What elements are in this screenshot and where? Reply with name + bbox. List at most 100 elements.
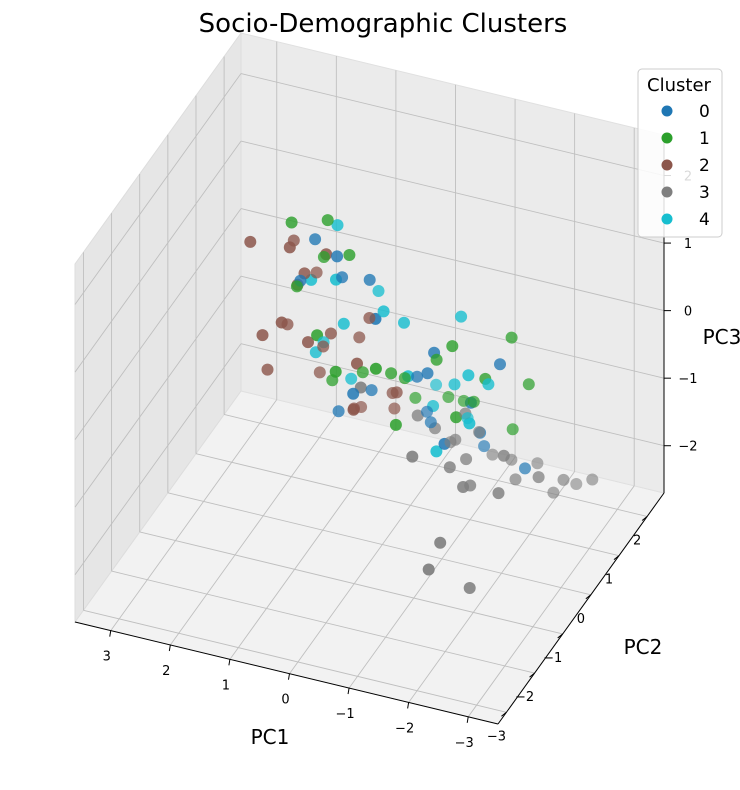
- legend-marker-0: [661, 105, 673, 117]
- y-tick-label: −1: [543, 651, 562, 666]
- legend-label-2: 2: [699, 156, 710, 176]
- x-tick-label: −2: [395, 721, 414, 736]
- point-cluster-0: [421, 405, 433, 418]
- z-tick-label: 1: [684, 237, 692, 252]
- point-cluster-4: [377, 305, 390, 318]
- legend: Cluster 0 1 2 3 4: [637, 68, 723, 238]
- legend-label-0: 0: [699, 102, 710, 122]
- point-cluster-3: [460, 453, 473, 466]
- point-cluster-4: [337, 317, 350, 330]
- grid-x-floor: [229, 428, 397, 660]
- point-cluster-0: [309, 233, 322, 246]
- point-cluster-3: [464, 479, 477, 492]
- point-cluster-1: [522, 378, 535, 391]
- side-wall-pane: [74, 31, 242, 624]
- point-cluster-1: [430, 353, 443, 366]
- point-cluster-4: [461, 412, 474, 425]
- point-cluster-2: [351, 357, 363, 370]
- point-cluster-3: [486, 448, 499, 461]
- point-cluster-1: [446, 340, 459, 353]
- point-cluster-3: [509, 473, 522, 486]
- point-cluster-1: [467, 395, 480, 408]
- point-cluster-3: [411, 409, 424, 422]
- grid-y-floor: [139, 531, 563, 635]
- point-cluster-3: [505, 453, 518, 466]
- point-cluster-1: [356, 366, 369, 379]
- point-cluster-1: [326, 374, 339, 387]
- point-cluster-0: [365, 384, 378, 397]
- legend-label-4: 4: [699, 210, 710, 230]
- legend-box: [637, 68, 723, 238]
- y-tick-label: 0: [577, 612, 585, 627]
- point-cluster-1: [398, 372, 411, 385]
- z-tick-label: −1: [678, 372, 697, 387]
- point-cluster-4: [482, 378, 495, 391]
- y-tick-label: 2: [633, 533, 641, 548]
- grid-lines: [74, 41, 665, 718]
- grid-z-back: [240, 73, 665, 176]
- point-cluster-4: [448, 378, 461, 391]
- point-cluster-1: [506, 423, 519, 436]
- legend-marker-3: [661, 186, 673, 198]
- x-tick-mark: [228, 659, 231, 666]
- y-tick-label: 1: [605, 573, 613, 588]
- point-cluster-1: [290, 280, 303, 293]
- x-tick-label: 2: [162, 664, 170, 679]
- grid-x-floor: [408, 471, 575, 703]
- point-cluster-1: [385, 367, 398, 380]
- point-cluster-4: [331, 219, 344, 232]
- point-cluster-3: [406, 450, 419, 463]
- legend-marker-4: [661, 213, 673, 225]
- axes-panes: [74, 31, 665, 725]
- point-cluster-2: [388, 402, 401, 415]
- point-cluster-2: [386, 387, 399, 399]
- point-cluster-2: [287, 234, 300, 247]
- grid-z-back: [240, 140, 665, 244]
- point-cluster-0: [478, 440, 491, 453]
- grid-z-side: [74, 208, 242, 440]
- grid-y-floor: [167, 492, 591, 596]
- point-cluster-1: [457, 394, 470, 407]
- point-cluster-4: [398, 316, 410, 329]
- point-cluster-0: [331, 250, 344, 263]
- legend-label-1: 1: [699, 129, 710, 149]
- grid-x-floor: [289, 442, 456, 674]
- point-cluster-2: [317, 340, 330, 353]
- grid-x-floor: [169, 413, 337, 646]
- point-cluster-2: [256, 329, 269, 342]
- point-cluster-3: [586, 473, 599, 486]
- point-cluster-1: [369, 362, 382, 375]
- point-cluster-3: [492, 487, 505, 500]
- y-tick-mark: [613, 555, 620, 561]
- legend-entries: 0 1 2 3 4: [661, 102, 710, 230]
- point-cluster-4: [430, 445, 443, 458]
- grid-z-back: [240, 208, 665, 312]
- point-cluster-3: [570, 478, 583, 490]
- x-tick-label: 1: [222, 678, 230, 693]
- point-cluster-1: [389, 418, 402, 431]
- point-cluster-0: [347, 387, 360, 400]
- grid-z-side: [74, 140, 242, 373]
- point-cluster-0: [424, 416, 437, 429]
- point-cluster-0: [363, 273, 376, 286]
- y-tick-mark: [557, 633, 564, 639]
- z-tick-label: 0: [684, 305, 692, 320]
- point-cluster-0: [421, 367, 434, 380]
- grid-z-side: [74, 73, 242, 305]
- y-axis-line: [497, 492, 665, 725]
- data-points: [244, 214, 599, 594]
- legend-marker-1: [661, 132, 673, 144]
- point-cluster-0: [519, 462, 531, 475]
- point-cluster-1: [343, 249, 356, 261]
- point-cluster-3: [531, 457, 544, 470]
- chart-title: Socio-Demographic Clusters: [199, 9, 568, 39]
- x-axis-label: PC1: [251, 725, 290, 749]
- point-cluster-2: [302, 336, 314, 349]
- point-cluster-1: [285, 216, 298, 229]
- x-tick-mark: [347, 688, 350, 695]
- y-tick-mark: [501, 711, 507, 717]
- legend-title: Cluster: [647, 75, 711, 96]
- point-cluster-1: [450, 411, 463, 424]
